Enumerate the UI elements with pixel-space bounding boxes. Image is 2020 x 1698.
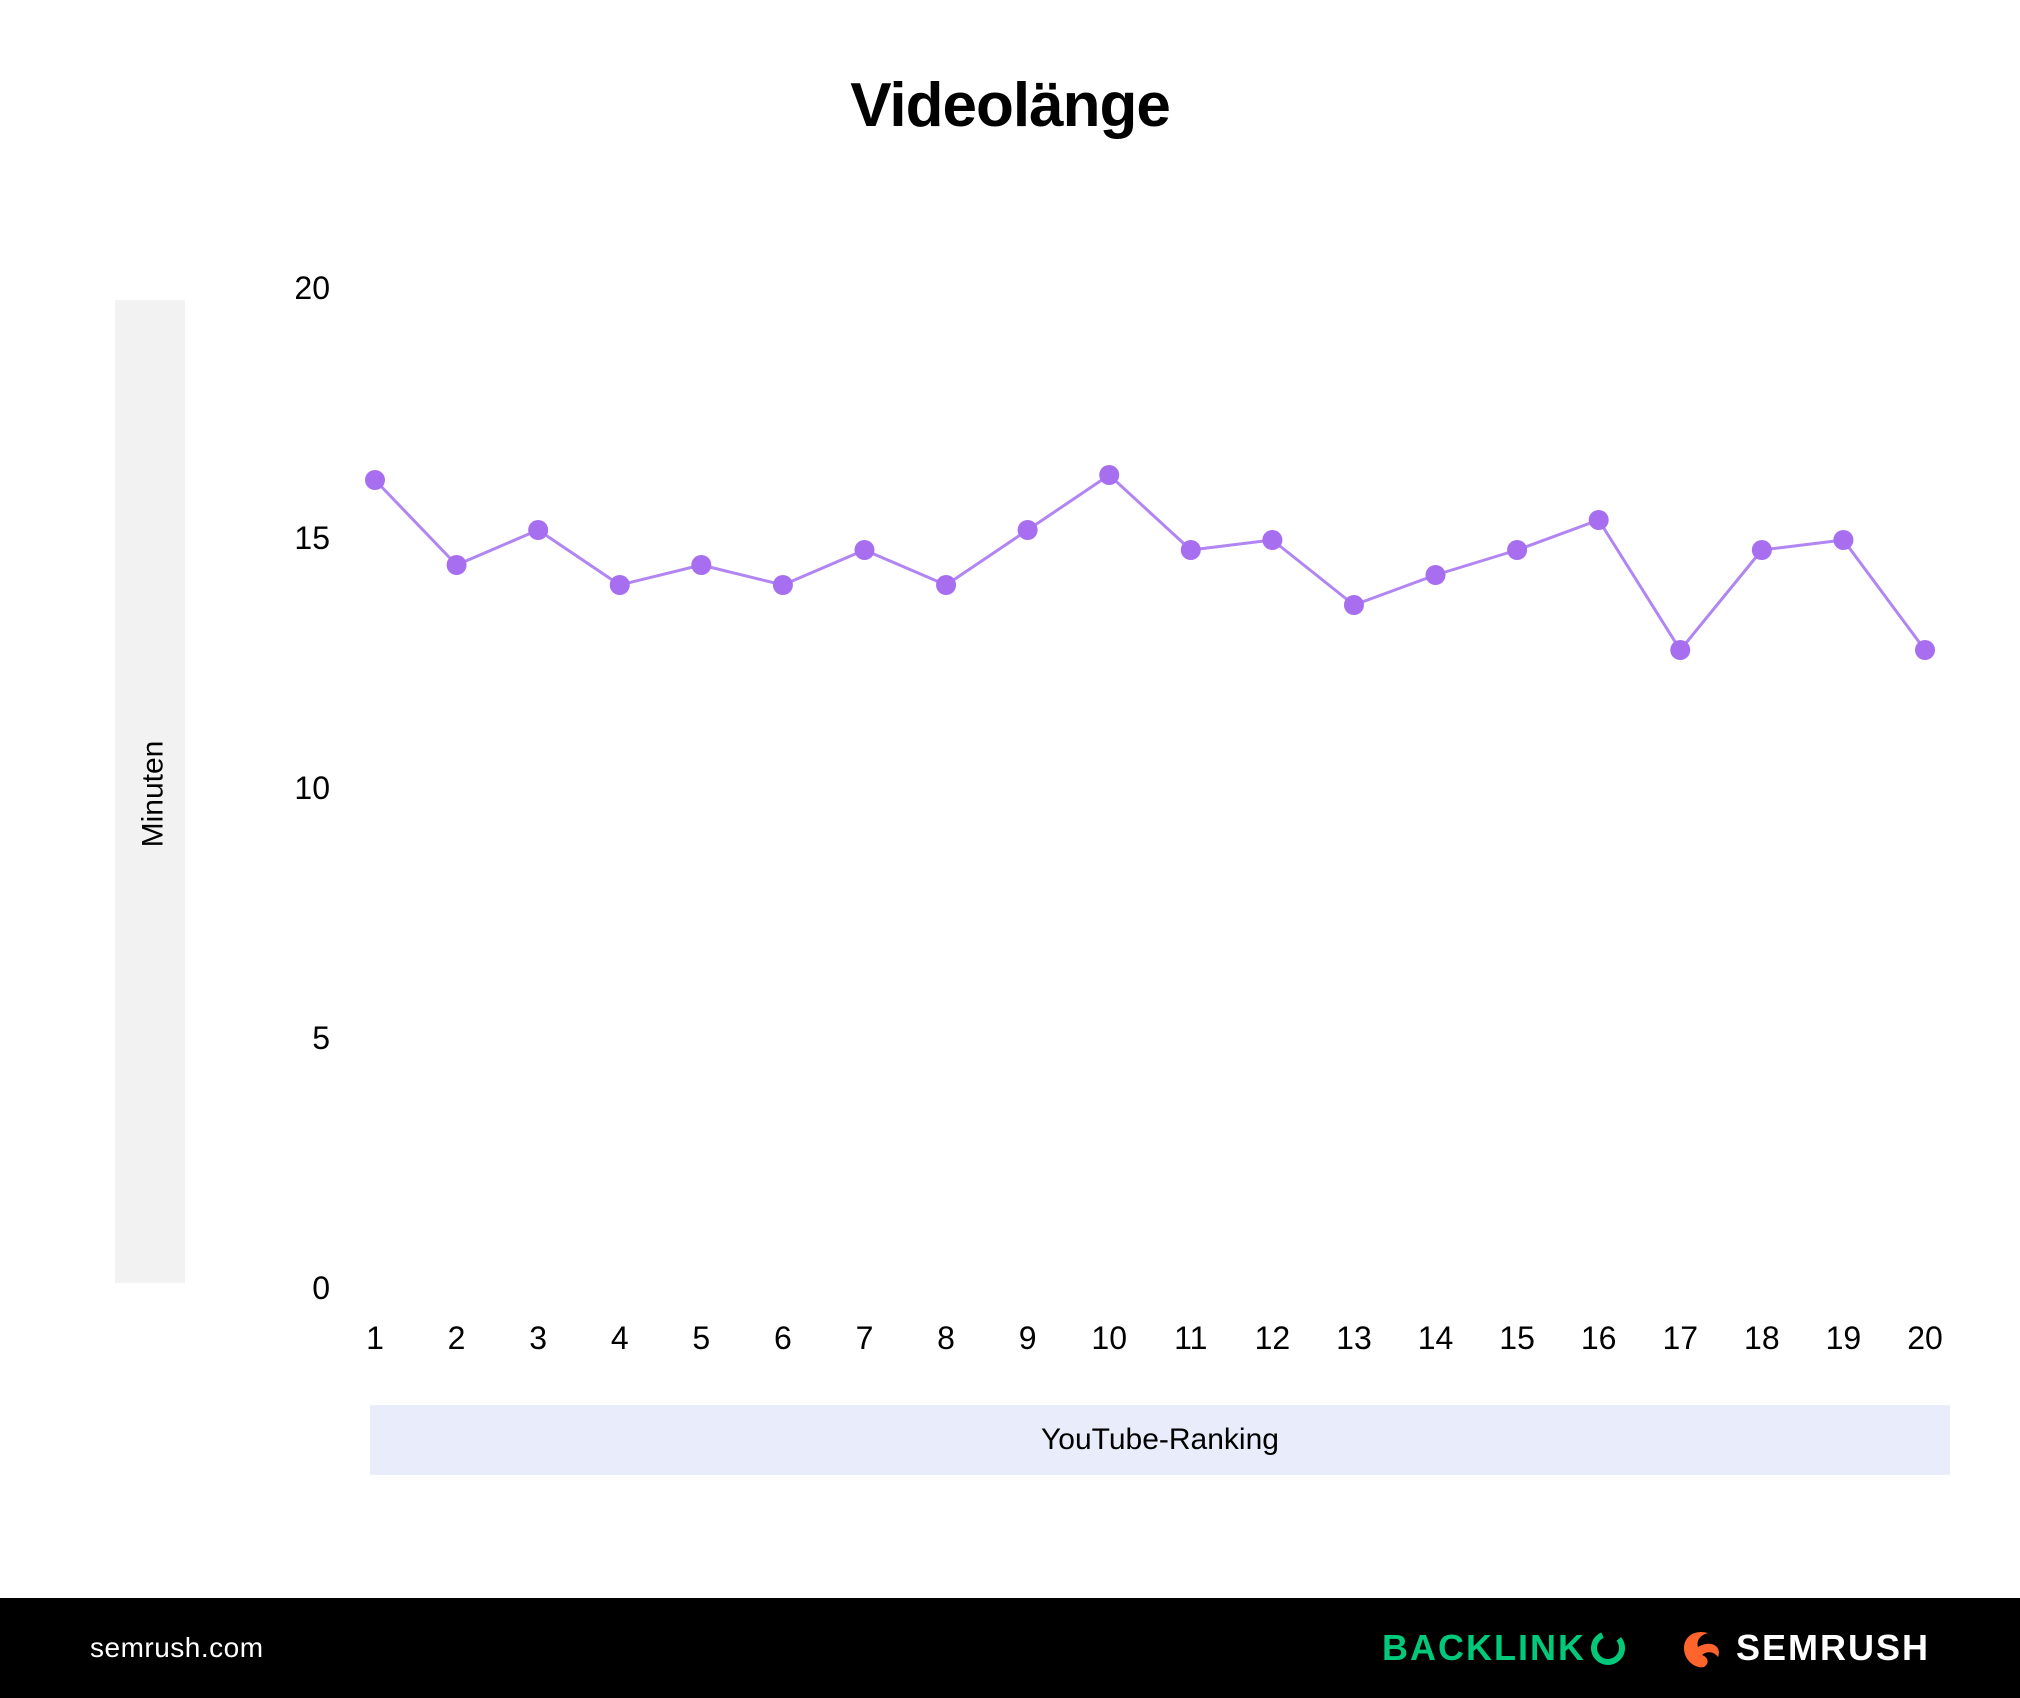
x-tick: 10 [1091, 1320, 1127, 1357]
chart-point [1833, 530, 1853, 550]
y-tick: 5 [270, 1020, 330, 1057]
chart-point [447, 555, 467, 575]
x-axis-label: YouTube-Ranking [1041, 1423, 1279, 1457]
page: Videolänge Minuten YouTube-Ranking 0 5 10 1… [0, 0, 2020, 1698]
x-tick: 1 [366, 1320, 384, 1357]
chart-area: Videolänge Minuten YouTube-Ranking 0 5 10 1… [0, 0, 2020, 1598]
x-axis-band: YouTube-Ranking [370, 1405, 1950, 1475]
x-tick: 13 [1336, 1320, 1372, 1357]
semrush-text: SEMRUSH [1736, 1627, 1930, 1669]
x-tick: 11 [1174, 1320, 1207, 1357]
x-tick: 14 [1418, 1320, 1454, 1357]
x-tick: 16 [1581, 1320, 1617, 1357]
x-tick: 5 [692, 1320, 710, 1357]
chart-line [375, 475, 1925, 650]
chart-point [1589, 510, 1609, 530]
chart-point [936, 575, 956, 595]
chart-point [1344, 595, 1364, 615]
chart-point [610, 575, 630, 595]
x-tick: 19 [1826, 1320, 1862, 1357]
y-axis-label: Minuten [136, 740, 170, 847]
chart-point [1018, 520, 1038, 540]
x-tick: 3 [529, 1320, 547, 1357]
x-tick: 2 [448, 1320, 466, 1357]
chart-point [773, 575, 793, 595]
backlinko-ring-icon [1588, 1628, 1628, 1668]
footer-logos: BACKLINK SEMRUSH [1382, 1625, 1930, 1671]
x-tick: 12 [1255, 1320, 1291, 1357]
semrush-flame-icon [1678, 1625, 1724, 1671]
chart-point [365, 470, 385, 490]
backlinko-logo: BACKLINK [1382, 1627, 1628, 1669]
x-tick: 4 [611, 1320, 629, 1357]
x-tick: 18 [1744, 1320, 1780, 1357]
chart-point [1670, 640, 1690, 660]
y-tick: 10 [270, 770, 330, 807]
x-tick: 7 [856, 1320, 874, 1357]
y-tick: 0 [270, 1270, 330, 1307]
chart-point [691, 555, 711, 575]
chart-title: Videolänge [0, 70, 2020, 141]
x-tick: 15 [1499, 1320, 1535, 1357]
x-tick: 8 [937, 1320, 955, 1357]
chart-point [1915, 640, 1935, 660]
chart-point [1181, 540, 1201, 560]
y-tick: 15 [270, 520, 330, 557]
chart-point [1426, 565, 1446, 585]
backlinko-text: BACKLINK [1382, 1627, 1586, 1669]
x-tick: 20 [1907, 1320, 1943, 1357]
x-tick: 6 [774, 1320, 792, 1357]
line-chart-svg [360, 290, 1940, 1290]
y-tick: 20 [270, 270, 330, 307]
chart-point [1752, 540, 1772, 560]
chart-point [1507, 540, 1527, 560]
x-tick: 17 [1662, 1320, 1698, 1357]
semrush-logo: SEMRUSH [1678, 1625, 1930, 1671]
chart-point [1099, 465, 1119, 485]
chart-point [1262, 530, 1282, 550]
footer-url: semrush.com [90, 1632, 264, 1664]
footer-bar: semrush.com BACKLINK SEMRUSH [0, 1598, 2020, 1698]
x-tick: 9 [1019, 1320, 1037, 1357]
chart-point [854, 540, 874, 560]
chart-point [528, 520, 548, 540]
